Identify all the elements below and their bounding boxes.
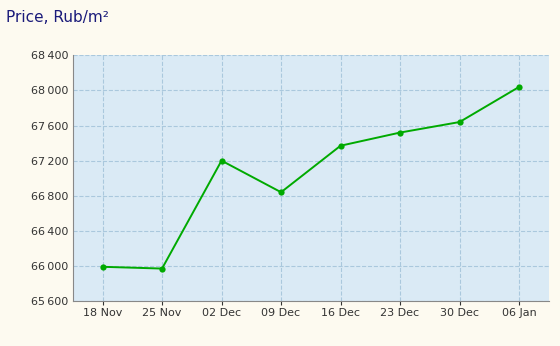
Text: Price, Rub/m²: Price, Rub/m² bbox=[6, 10, 109, 25]
